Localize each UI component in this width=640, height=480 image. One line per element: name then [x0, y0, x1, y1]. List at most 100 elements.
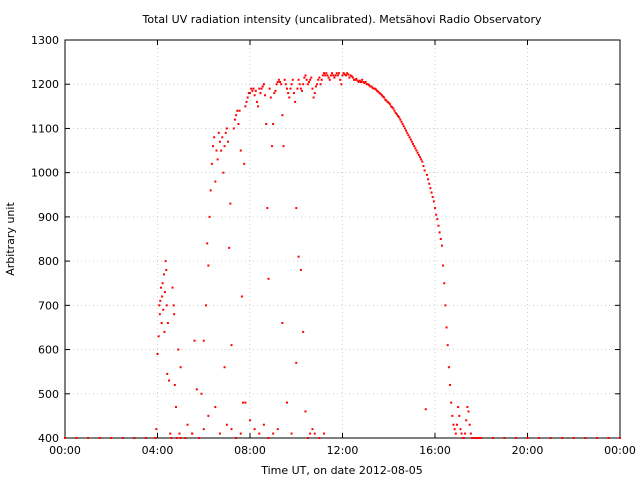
data-point	[225, 127, 228, 130]
data-point	[349, 74, 352, 77]
y-tick-label: 1100	[31, 122, 59, 135]
data-point	[348, 76, 351, 79]
data-point	[163, 291, 166, 294]
data-point	[340, 83, 343, 86]
data-point	[170, 437, 173, 439]
data-point	[366, 83, 369, 86]
data-point	[417, 153, 420, 156]
data-point	[370, 85, 373, 88]
data-point	[246, 96, 249, 99]
data-point	[262, 83, 265, 86]
data-point	[595, 437, 598, 439]
data-point	[258, 432, 261, 435]
data-point	[381, 95, 384, 98]
data-point	[439, 238, 442, 240]
data-point	[232, 127, 235, 130]
data-point	[218, 432, 221, 435]
data-point	[425, 173, 428, 176]
data-point	[467, 410, 470, 413]
data-point	[173, 383, 176, 386]
data-point	[375, 88, 378, 91]
data-point	[299, 268, 302, 271]
y-tick-label: 1000	[31, 167, 59, 180]
data-point	[457, 406, 460, 409]
data-point	[339, 78, 342, 81]
data-point	[250, 87, 253, 90]
data-point	[289, 87, 292, 90]
data-point	[295, 361, 298, 364]
data-point	[400, 120, 403, 123]
data-point	[306, 83, 309, 86]
data-point	[230, 344, 233, 347]
data-point	[424, 408, 427, 411]
data-point	[222, 171, 225, 174]
data-point	[468, 423, 471, 426]
data-point	[168, 379, 171, 382]
data-point	[350, 75, 353, 78]
data-point	[244, 105, 247, 108]
data-point	[372, 87, 375, 90]
data-point	[243, 162, 246, 165]
data-point	[163, 330, 166, 333]
data-point	[312, 96, 315, 99]
data-point	[267, 437, 270, 439]
data-point	[313, 432, 316, 435]
data-point	[461, 437, 464, 439]
data-point	[399, 118, 402, 121]
data-point	[144, 437, 147, 439]
data-point	[412, 142, 415, 145]
y-tick-label: 500	[38, 388, 59, 401]
data-point	[230, 428, 233, 431]
x-tick-label: 04:00	[142, 444, 174, 457]
data-point	[245, 100, 248, 103]
data-point	[311, 87, 314, 90]
data-point	[465, 419, 468, 422]
y-tick-label: 900	[38, 211, 59, 224]
data-point	[435, 213, 438, 216]
data-point	[255, 100, 258, 103]
data-point	[154, 437, 157, 439]
data-point	[281, 322, 284, 325]
data-point	[356, 79, 359, 82]
data-point	[458, 414, 461, 417]
data-point	[277, 78, 280, 81]
data-point	[320, 78, 323, 81]
data-point	[361, 78, 364, 81]
data-point	[162, 273, 165, 276]
data-point	[336, 74, 339, 77]
data-point	[434, 207, 436, 210]
data-point	[273, 92, 276, 95]
data-point	[286, 87, 288, 90]
data-point	[442, 264, 445, 267]
plot-frame	[64, 39, 621, 439]
data-point	[440, 244, 443, 247]
data-point	[158, 304, 161, 307]
data-point	[347, 73, 350, 76]
data-point	[413, 145, 416, 148]
data-point	[313, 92, 316, 95]
data-point	[351, 76, 354, 79]
y-tick-label: 1300	[31, 34, 59, 47]
data-point	[306, 437, 309, 439]
data-point	[341, 74, 344, 77]
data-point	[394, 111, 397, 114]
data-point	[317, 78, 320, 81]
data-point	[416, 151, 419, 154]
data-point	[165, 268, 168, 271]
data-point	[166, 372, 169, 375]
axis-ticks: 00:00 04:00 08:00 12:00 16:00 20:00 00:0040050…	[31, 34, 636, 457]
data-point	[252, 87, 255, 90]
data-point	[253, 428, 256, 431]
data-point	[265, 123, 268, 126]
data-point	[395, 113, 398, 116]
data-point	[415, 149, 418, 152]
data-point	[514, 437, 517, 439]
data-point	[260, 87, 263, 90]
data-point	[214, 406, 217, 409]
data-point	[447, 366, 450, 369]
data-point	[473, 437, 476, 439]
data-point	[607, 437, 610, 439]
y-tick-label: 400	[38, 432, 59, 445]
data-point	[316, 83, 319, 86]
data-point	[244, 401, 247, 404]
